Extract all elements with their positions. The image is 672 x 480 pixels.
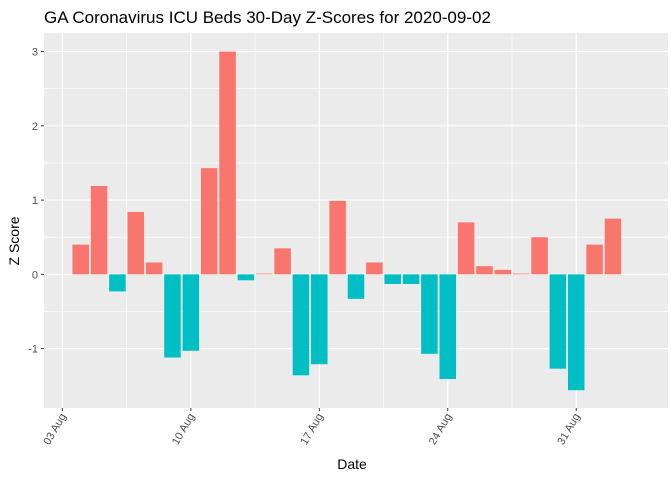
bar [384, 274, 401, 284]
bar [311, 274, 328, 365]
x-tick-label: 10 Aug [170, 412, 198, 448]
y-axis: -1 0 1 2 3 [28, 47, 44, 356]
bars [72, 51, 622, 391]
bar [476, 266, 493, 275]
bar [182, 274, 200, 351]
bar [366, 262, 383, 275]
bar [145, 262, 163, 275]
y-tick-label: 0 [32, 269, 38, 281]
bar [200, 168, 218, 275]
bar [237, 274, 255, 281]
bar [604, 218, 622, 275]
y-tick-label: -1 [28, 344, 38, 356]
bar [347, 274, 365, 299]
bar [402, 274, 420, 284]
bar [421, 274, 438, 354]
bar [109, 274, 126, 292]
y-tick-label: 2 [32, 121, 38, 133]
bar [90, 185, 108, 275]
y-tick-label: 3 [32, 47, 38, 59]
x-tick-label: 17 Aug [298, 412, 326, 448]
y-axis-title: Z Score [6, 216, 22, 265]
x-axis: 03 Aug 10 Aug 17 Aug 24 Aug 31 Aug [41, 408, 583, 448]
bar [586, 244, 603, 275]
bar [219, 51, 236, 275]
bar [494, 269, 512, 275]
bar [567, 274, 585, 391]
bar [457, 222, 475, 275]
bar [512, 273, 530, 275]
x-axis-title: Date [337, 456, 367, 472]
x-tick-label: 24 Aug [427, 412, 455, 448]
bar [72, 244, 89, 275]
bar [127, 211, 145, 275]
x-tick-label: 31 Aug [555, 412, 583, 448]
bar [255, 273, 273, 275]
bar [164, 274, 181, 358]
bar [439, 274, 457, 380]
bar [531, 237, 548, 275]
bar [549, 274, 567, 369]
bar [274, 248, 291, 275]
x-tick-label: 03 Aug [41, 412, 69, 448]
chart-title: GA Coronavirus ICU Beds 30-Day Z-Scores … [44, 8, 491, 27]
bar [292, 274, 310, 376]
y-tick-label: 1 [32, 195, 38, 207]
bar [329, 200, 346, 275]
minor-gridlines [44, 33, 668, 408]
